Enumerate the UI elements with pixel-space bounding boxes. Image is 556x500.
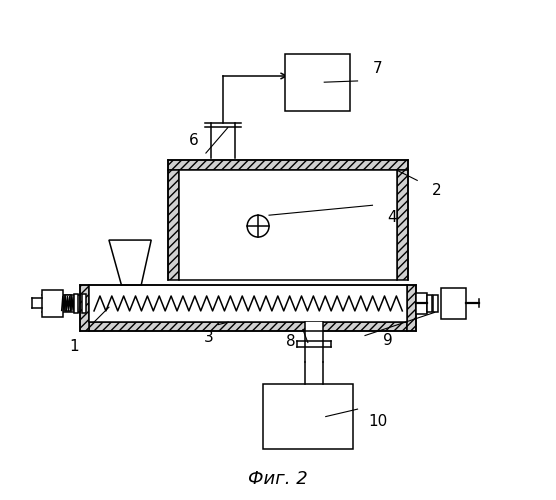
Text: 10: 10 — [368, 414, 387, 429]
Bar — [167, 170, 178, 280]
Bar — [408, 285, 416, 331]
Bar — [398, 170, 408, 280]
Text: 7: 7 — [373, 61, 383, 76]
Bar — [440, 288, 466, 320]
Text: 3: 3 — [203, 330, 214, 344]
Bar — [433, 294, 438, 312]
Text: 1: 1 — [70, 340, 79, 354]
Bar — [167, 160, 408, 170]
Bar — [82, 294, 86, 314]
Text: 9: 9 — [383, 333, 393, 348]
Bar — [42, 290, 63, 317]
Text: Фиг. 2: Фиг. 2 — [248, 470, 308, 488]
Bar — [285, 54, 350, 111]
Bar — [427, 294, 432, 312]
Text: 2: 2 — [433, 183, 442, 198]
Text: 4: 4 — [388, 210, 397, 225]
Bar — [74, 294, 78, 314]
Bar — [80, 285, 89, 331]
Bar — [65, 296, 71, 312]
Bar — [211, 122, 235, 158]
Bar — [178, 170, 398, 280]
Bar — [89, 322, 408, 331]
Bar — [263, 384, 353, 449]
Bar — [89, 285, 408, 322]
Bar — [416, 292, 427, 314]
Bar — [305, 322, 322, 362]
Text: 6: 6 — [188, 133, 198, 148]
Polygon shape — [109, 240, 151, 285]
Text: 8: 8 — [286, 334, 295, 349]
